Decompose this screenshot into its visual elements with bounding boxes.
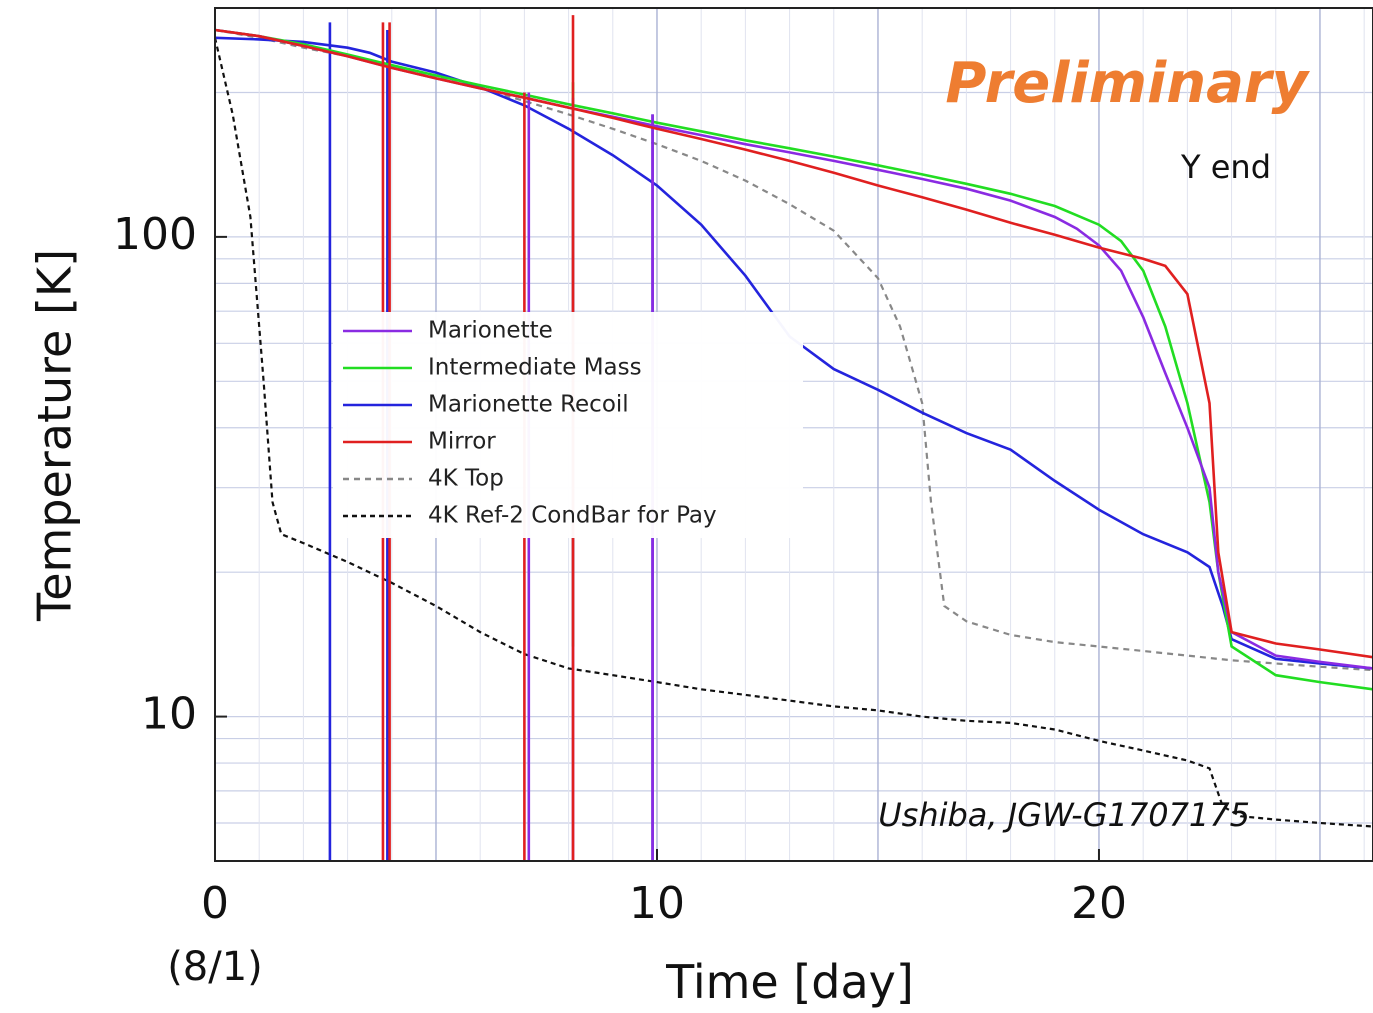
- x-tick-label: 0: [201, 878, 229, 929]
- x-tick-sublabel: (8/1): [167, 944, 263, 990]
- x-axis-title: Time [day]: [665, 955, 914, 1009]
- legend-label: 4K Ref-2 CondBar for Pay: [428, 503, 717, 529]
- y-tick-label: 100: [113, 209, 197, 260]
- x-tick-label: 20: [1071, 878, 1127, 929]
- series-line: [214, 28, 1373, 691]
- legend-label: Marionette: [428, 318, 553, 344]
- legend-label: Mirror: [428, 429, 496, 455]
- preliminary-label: Preliminary: [945, 51, 1310, 116]
- credit-label: Ushiba, JGW-G1707175: [878, 796, 1250, 834]
- series-line: [214, 28, 1373, 672]
- y-axis-title: Temperature [K]: [28, 249, 82, 622]
- legend-label: Intermediate Mass: [428, 355, 642, 381]
- series-line: [214, 28, 1373, 659]
- legend: Marionette Intermediate Mass Marionette Re…: [333, 312, 803, 538]
- location-label: Y end: [1180, 148, 1271, 186]
- axis-ticks: 10 100 0 (8/1) 10 20: [113, 209, 1127, 990]
- x-tick-label: 10: [629, 878, 685, 929]
- series-line: [213, 37, 1373, 828]
- legend-label: 4K Top: [428, 466, 504, 492]
- legend-label: Marionette Recoil: [428, 392, 629, 418]
- plot-frame: [214, 7, 1373, 862]
- legend-box: [333, 312, 803, 538]
- y-tick-label: 10: [141, 689, 197, 740]
